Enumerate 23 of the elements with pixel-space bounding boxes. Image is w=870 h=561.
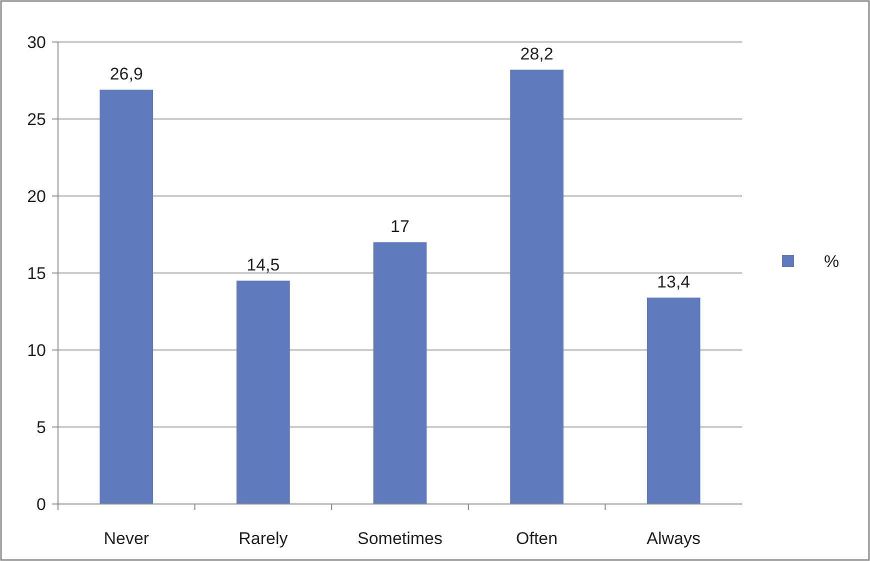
y-tick-label: 30 [27, 32, 46, 52]
x-tick-label: Always [646, 529, 701, 548]
y-tick-label: 20 [27, 186, 46, 206]
y-tick-label: 15 [27, 264, 46, 283]
bar [510, 70, 564, 504]
x-tick-label: Sometimes [357, 529, 443, 548]
y-tick-label: 5 [36, 418, 46, 437]
y-tick-label: 25 [27, 110, 46, 129]
x-tick-label: Never [104, 529, 150, 548]
data-label: 13,4 [657, 272, 690, 292]
data-label: 26,9 [110, 64, 143, 84]
y-tick-label: 0 [36, 494, 46, 514]
bar [100, 90, 154, 504]
data-label: 14,5 [246, 256, 280, 275]
bar [373, 242, 427, 504]
data-label: 17 [390, 217, 410, 236]
data-label: 28,2 [520, 44, 554, 64]
y-tick-label: 10 [27, 340, 46, 360]
x-tick-label: Often [516, 529, 558, 548]
x-tick-label: Rarely [238, 529, 288, 548]
legend-label: % [824, 252, 840, 271]
bar [236, 280, 290, 504]
bar [646, 298, 700, 504]
